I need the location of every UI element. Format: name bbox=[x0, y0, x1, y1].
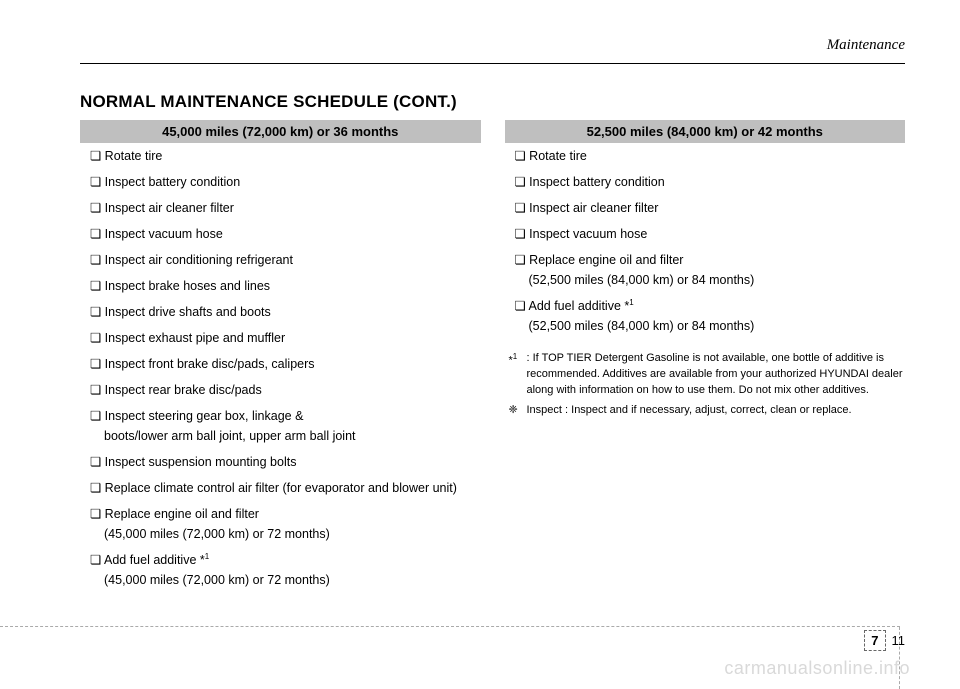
schedule-item: ❏ Inspect vacuum hose bbox=[80, 221, 481, 247]
schedule-header-2: 52,500 miles (84,000 km) or 42 months bbox=[505, 120, 906, 143]
schedule-item: ❏ Inspect front brake disc/pads, caliper… bbox=[80, 351, 481, 377]
watermark: carmanualsonline.info bbox=[724, 658, 910, 679]
schedule-item: ❏ Replace climate control air filter (fo… bbox=[80, 475, 481, 501]
schedule-body-1: ❏ Rotate tire❏ Inspect battery condition… bbox=[80, 143, 481, 593]
footnote: ❈Inspect : Inspect and if necessary, adj… bbox=[509, 403, 906, 419]
footnote: *1: If TOP TIER Detergent Gasoline is no… bbox=[509, 351, 906, 399]
schedule-item: ❏ Inspect brake hoses and lines bbox=[80, 273, 481, 299]
header-rule bbox=[80, 63, 905, 64]
chapter-number: 7 bbox=[864, 630, 885, 651]
page-number-value: 11 bbox=[892, 633, 906, 648]
schedule-item: ❏ Replace engine oil and filter(45,000 m… bbox=[80, 501, 481, 547]
schedule-item: ❏ Inspect air cleaner filter bbox=[505, 195, 906, 221]
schedule-item: ❏ Inspect vacuum hose bbox=[505, 221, 906, 247]
schedule-item: ❏ Add fuel additive *1(45,000 miles (72,… bbox=[80, 547, 481, 593]
page-title: NORMAL MAINTENANCE SCHEDULE (CONT.) bbox=[80, 92, 905, 112]
schedule-item: ❏ Replace engine oil and filter(52,500 m… bbox=[505, 247, 906, 293]
schedule-item: ❏ Inspect battery condition bbox=[80, 169, 481, 195]
schedule-item: ❏ Inspect suspension mounting bolts bbox=[80, 449, 481, 475]
schedule-item: ❏ Inspect air conditioning refrigerant bbox=[80, 247, 481, 273]
footnotes: *1: If TOP TIER Detergent Gasoline is no… bbox=[505, 351, 906, 419]
schedule-item: ❏ Add fuel additive *1(52,500 miles (84,… bbox=[505, 293, 906, 339]
dashed-bottom-rule bbox=[0, 626, 900, 627]
schedule-item: ❏ Rotate tire bbox=[80, 143, 481, 169]
schedule-item: ❏ Inspect steering gear box, linkage &bo… bbox=[80, 403, 481, 449]
schedule-item: ❏ Inspect drive shafts and boots bbox=[80, 299, 481, 325]
schedule-item: ❏ Inspect air cleaner filter bbox=[80, 195, 481, 221]
schedule-body-2: ❏ Rotate tire❏ Inspect battery condition… bbox=[505, 143, 906, 339]
section-label: Maintenance bbox=[827, 37, 905, 54]
schedule-col-2: 52,500 miles (84,000 km) or 42 months ❏ … bbox=[505, 120, 906, 593]
schedule-item: ❏ Inspect exhaust pipe and muffler bbox=[80, 325, 481, 351]
content-columns: 45,000 miles (72,000 km) or 36 months ❏ … bbox=[80, 120, 905, 593]
schedule-item: ❏ Inspect battery condition bbox=[505, 169, 906, 195]
schedule-item: ❏ Rotate tire bbox=[505, 143, 906, 169]
schedule-header-1: 45,000 miles (72,000 km) or 36 months bbox=[80, 120, 481, 143]
schedule-item: ❏ Inspect rear brake disc/pads bbox=[80, 377, 481, 403]
schedule-col-1: 45,000 miles (72,000 km) or 36 months ❏ … bbox=[80, 120, 481, 593]
page-number: 7 11 bbox=[864, 630, 905, 651]
